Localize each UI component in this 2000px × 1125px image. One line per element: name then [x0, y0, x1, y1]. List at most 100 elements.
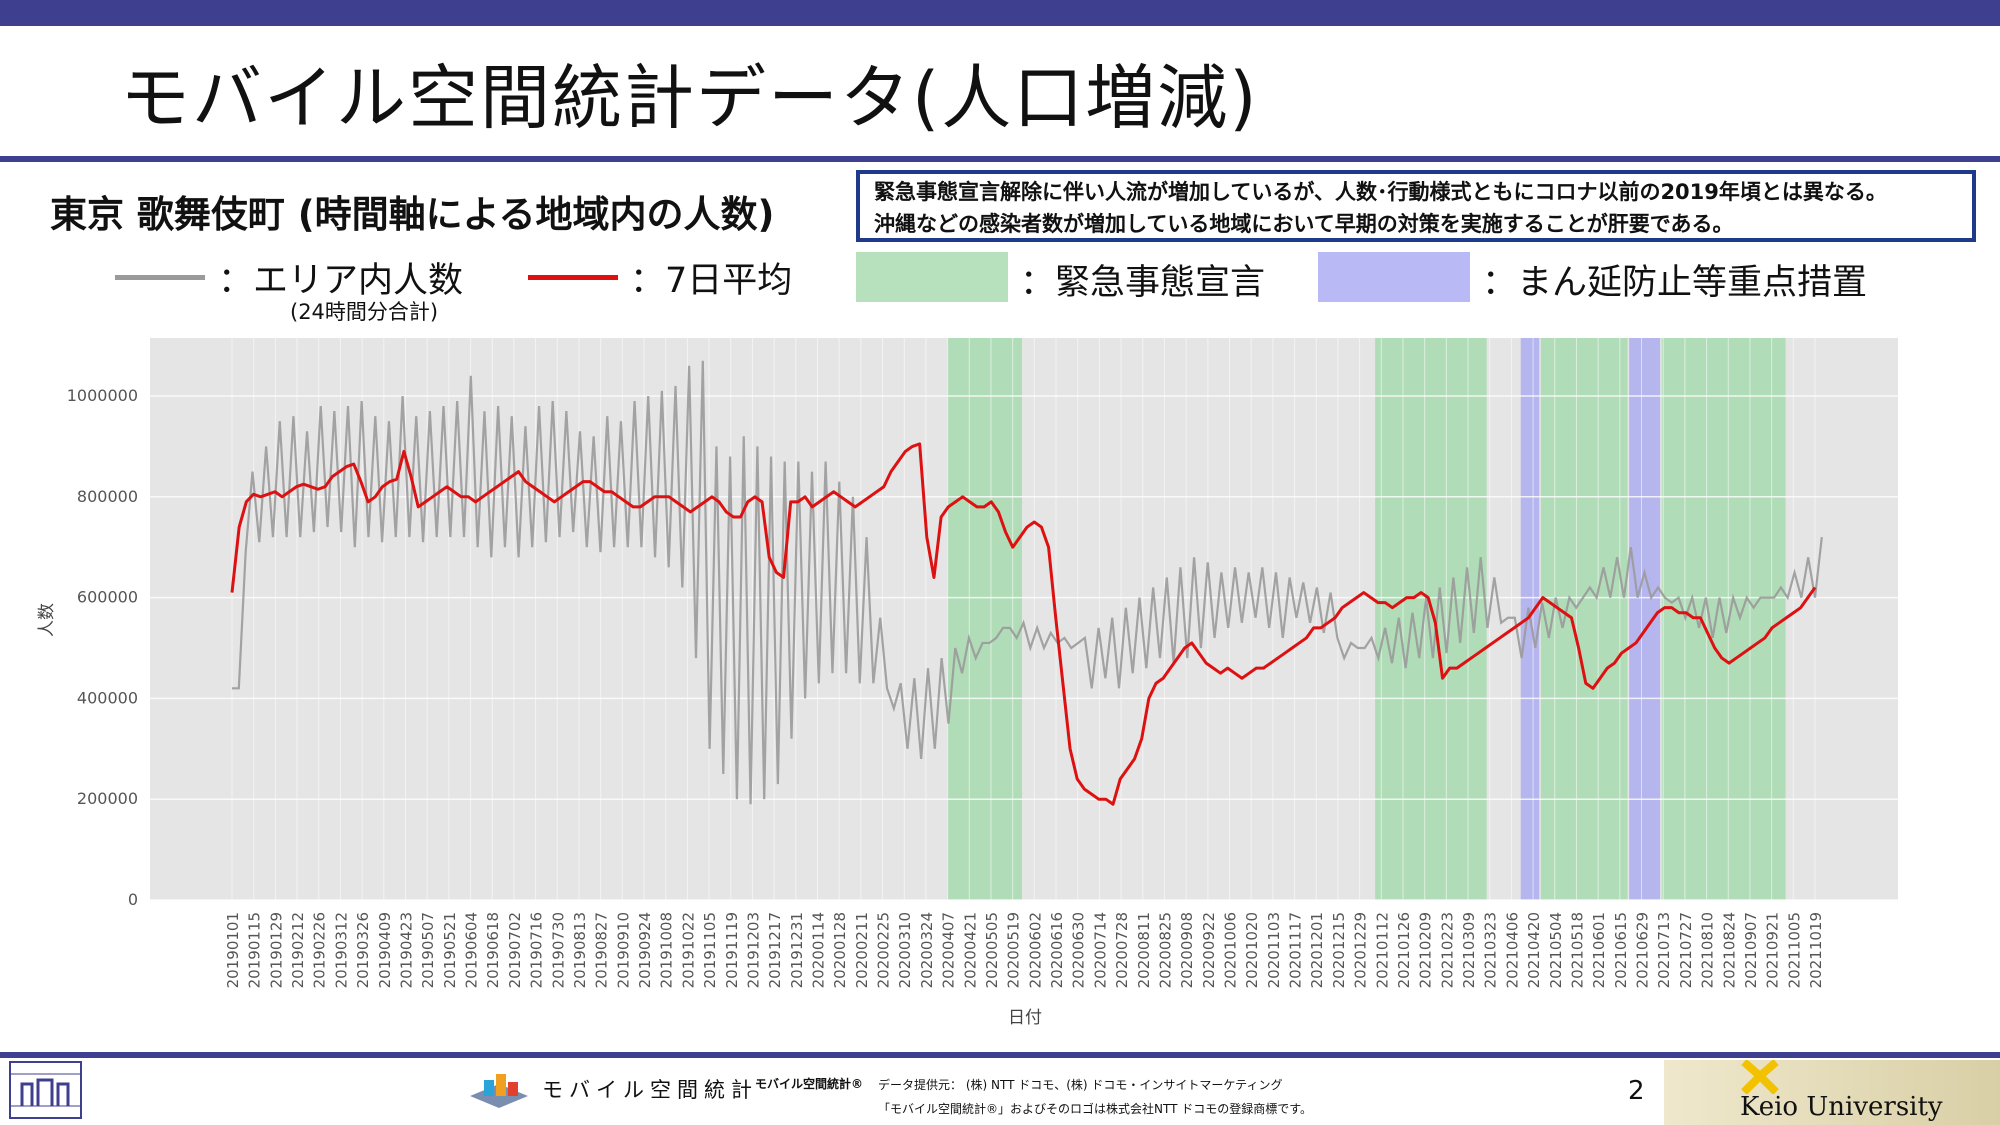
x-tick-label: 20191105	[701, 912, 719, 988]
x-tick-label: 20210223	[1438, 912, 1456, 988]
x-tick-label: 20190226	[311, 912, 329, 988]
x-tick-label: 20210309	[1460, 912, 1478, 988]
x-axis-title: 日付	[1008, 1008, 1042, 1028]
footer-divider	[0, 1052, 2000, 1058]
callout-line-1: 緊急事態宣言解除に伴い人流が増加しているが、人数･行動様式ともにコロナ以前の20…	[874, 180, 1887, 204]
keio-banner: Keio University	[1664, 1060, 2000, 1125]
x-tick-label: 20210420	[1525, 912, 1543, 988]
x-tick-label: 20191022	[679, 912, 697, 988]
x-tick-label: 20210504	[1547, 912, 1565, 988]
x-tick-label: 20200310	[896, 912, 914, 988]
legend-area-people: ：エリア内人数	[218, 261, 464, 301]
legend-area-people-sub: (24時間分合計)	[290, 300, 439, 324]
x-tick-label: 20190507	[419, 912, 437, 988]
x-tick-label: 20200505	[983, 912, 1001, 988]
x-tick-label: 20190101	[224, 912, 242, 988]
x-tick-label: 20190129	[267, 912, 285, 988]
x-tick-label: 20201006	[1222, 912, 1240, 988]
x-tick-label: 20210518	[1568, 912, 1586, 988]
x-tick-label: 20190813	[571, 912, 589, 988]
keio-pen-icon	[1741, 1060, 1779, 1094]
x-tick-label: 20201229	[1352, 912, 1370, 988]
x-tick-label: 20200211	[853, 912, 871, 988]
x-tick-label: 20190618	[484, 912, 502, 988]
x-tick-label: 20200225	[875, 912, 893, 988]
emergency-period	[947, 338, 1022, 900]
y-axis-title: 人数	[37, 603, 57, 637]
x-tick-label: 20200908	[1178, 912, 1196, 988]
x-tick-label: 20190924	[636, 912, 654, 988]
y-tick-label: 1000000	[67, 386, 138, 405]
x-tick-label: 20210615	[1612, 912, 1630, 988]
x-tick-label: 20190604	[463, 912, 481, 988]
legend-emergency-swatch	[856, 252, 1008, 302]
x-tick-label: 20201103	[1265, 912, 1283, 988]
y-tick-label: 600000	[77, 588, 138, 607]
legend-red-line	[528, 275, 618, 280]
x-tick-label: 20210209	[1417, 912, 1435, 988]
mobile-stats-logo-icon	[470, 1074, 528, 1108]
x-tick-label: 20200922	[1200, 912, 1218, 988]
x-tick-label: 20210824	[1720, 912, 1738, 988]
x-tick-label: 20200128	[831, 912, 849, 988]
emergency-period	[1540, 338, 1628, 900]
legend-priority-measures: ：まん延防止等重点措置	[1482, 263, 1868, 303]
x-tick-label: 20190716	[528, 912, 546, 988]
legend-emergency: ：緊急事態宣言	[1020, 263, 1266, 303]
y-tick-label: 200000	[77, 789, 138, 808]
chart-subtitle: 東京 歌舞伎町 (時間軸による地域内の人数)	[50, 193, 775, 236]
x-tick-label: 20210921	[1764, 912, 1782, 988]
x-tick-label: 20191203	[744, 912, 762, 988]
callout-line-2: 沖縄などの感染者数が増加している地域において早期の対策を実施することが肝要である…	[874, 212, 1734, 236]
x-tick-label: 20190212	[289, 912, 307, 988]
x-tick-label: 20190827	[593, 912, 611, 988]
legend-gray-line	[115, 275, 205, 280]
x-tick-label: 20211019	[1807, 912, 1825, 988]
x-tick-label: 20201020	[1243, 912, 1261, 988]
x-tick-label: 20200407	[940, 912, 958, 988]
footer-credit-1: データ提供元： (株) NTT ドコモ、(株) ドコモ・インサイトマーケティング	[878, 1078, 1283, 1092]
x-tick-label: 20191119	[723, 912, 741, 988]
x-tick-label: 20190423	[397, 912, 415, 988]
x-tick-label: 20200519	[1005, 912, 1023, 988]
x-tick-label: 20200825	[1156, 912, 1174, 988]
x-tick-label: 20200728	[1113, 912, 1131, 988]
y-tick-label: 800000	[77, 487, 138, 506]
series-7day-average-line	[230, 442, 1817, 806]
x-tick-label: 20200114	[809, 912, 827, 988]
x-tick-label: 20190702	[506, 912, 524, 988]
x-tick-label: 20210907	[1742, 912, 1760, 988]
x-tick-label: 20191217	[766, 912, 784, 988]
y-tick-label: 400000	[77, 688, 138, 707]
page-number: 2	[1628, 1076, 1645, 1106]
x-tick-label: 20200630	[1070, 912, 1088, 988]
y-tick-label: 0	[128, 890, 138, 909]
priority-period	[1629, 338, 1661, 900]
top-accent-bar	[0, 0, 2000, 26]
series-area-people-line	[232, 360, 1823, 805]
footer-brand: モバイル空間統計	[542, 1078, 758, 1102]
legend-priority-swatch	[1318, 252, 1470, 302]
x-tick-label: 20200324	[918, 912, 936, 988]
x-tick-label: 20210112	[1373, 912, 1391, 988]
x-tick-label: 20210629	[1634, 912, 1652, 988]
x-tick-label: 20190730	[549, 912, 567, 988]
x-tick-label: 20200714	[1091, 912, 1109, 988]
x-tick-label: 20191008	[658, 912, 676, 988]
x-tick-label: 20190521	[441, 912, 459, 988]
footer-credit-2: 「モバイル空間統計®」およびそのロゴは株式会社NTT ドコモの登録商標です。	[878, 1102, 1313, 1116]
x-tick-label: 20190409	[376, 912, 394, 988]
x-tick-label: 20210727	[1677, 912, 1695, 988]
x-tick-label: 20200616	[1048, 912, 1066, 988]
x-tick-label: 20190910	[614, 912, 632, 988]
university-name: Keio University	[1740, 1092, 1943, 1122]
x-tick-label: 20201215	[1330, 912, 1348, 988]
x-tick-label: 20210713	[1655, 912, 1673, 988]
page-title: モバイル空間統計データ(人口増減)	[120, 57, 1259, 139]
x-tick-label: 20211005	[1785, 912, 1803, 988]
x-tick-label: 20191231	[788, 912, 806, 988]
x-tick-label: 20190326	[354, 912, 372, 988]
lab-logo-icon	[9, 1061, 82, 1119]
x-tick-label: 20210323	[1482, 912, 1500, 988]
title-divider	[0, 156, 2000, 162]
